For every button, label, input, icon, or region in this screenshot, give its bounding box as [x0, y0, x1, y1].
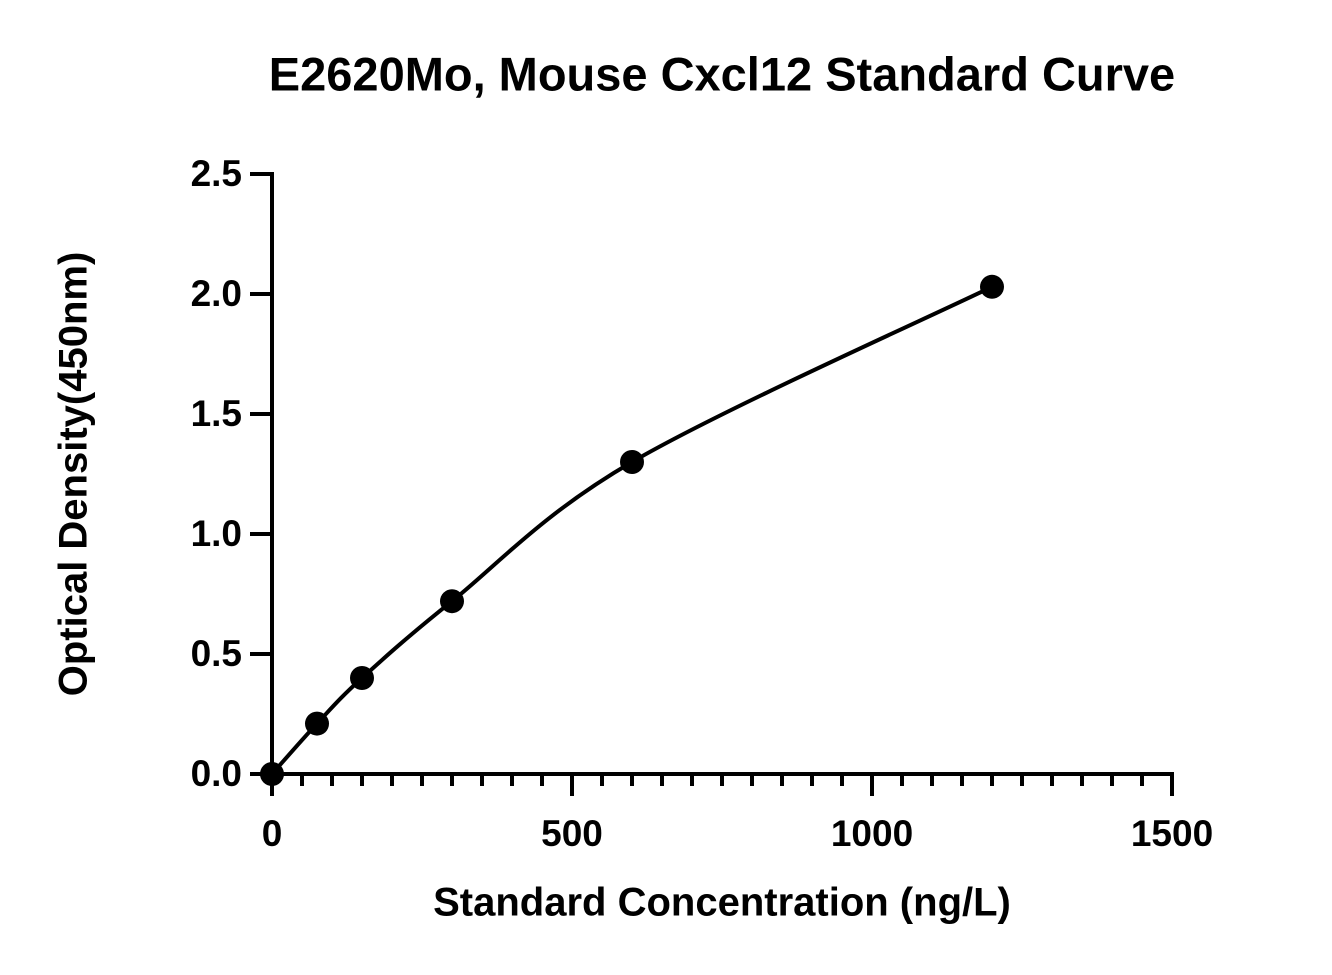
data-point [980, 274, 1004, 299]
y-axis-label: Optical Density(450nm) [52, 252, 96, 697]
x-tick-label: 1500 [1131, 813, 1213, 854]
data-point [350, 666, 374, 690]
x-tick-label: 0 [262, 813, 283, 854]
y-tick-label: 1.5 [191, 393, 242, 434]
x-tick-label: 1000 [831, 813, 913, 854]
chart-title: E2620Mo, Mouse Cxcl12 Standard Curve [269, 47, 1175, 100]
y-tick-label: 0.5 [191, 633, 242, 674]
x-axis-label: Standard Concentration (ng/L) [433, 881, 1011, 925]
x-tick-label: 500 [541, 813, 603, 854]
data-point [440, 589, 464, 614]
data-point [305, 711, 329, 736]
fit-curve [270, 285, 993, 776]
data-point [620, 450, 644, 474]
y-tick-label: 1.0 [191, 513, 242, 554]
data-point [260, 762, 284, 786]
y-tick-label: 0.0 [191, 753, 242, 794]
y-tick-label: 2.5 [191, 153, 242, 194]
y-tick-label: 2.0 [191, 273, 242, 314]
